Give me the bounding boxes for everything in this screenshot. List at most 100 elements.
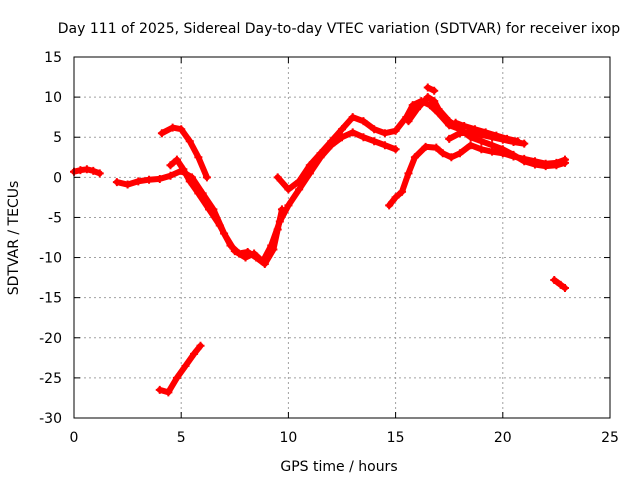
data-point [530, 157, 539, 166]
data-point [82, 165, 91, 174]
data-point [556, 280, 565, 289]
series-track-8 [385, 141, 569, 210]
data-point [316, 149, 325, 158]
data-point [541, 159, 550, 168]
plot-frame [73, 56, 611, 419]
data-point [269, 245, 278, 254]
series-track-4 [166, 155, 286, 268]
data-point [273, 225, 282, 234]
series-track-12 [550, 276, 569, 293]
series-track-6 [404, 93, 464, 134]
y-tick-label: -10 [39, 251, 62, 267]
data-point [194, 153, 203, 162]
data-point [172, 373, 181, 382]
data-point [380, 141, 389, 150]
data-point [460, 121, 469, 130]
series-track-11 [155, 341, 205, 397]
data-point [391, 193, 400, 202]
data-point [520, 139, 529, 148]
data-point [89, 166, 98, 175]
data-point [466, 141, 475, 150]
data-point [338, 125, 346, 134]
data-point [445, 117, 454, 126]
data-point [205, 205, 214, 214]
data-point [451, 118, 460, 127]
x-tick-label: 25 [601, 430, 619, 446]
data-point [157, 129, 166, 138]
data-point [226, 241, 235, 250]
data-point [560, 284, 569, 293]
data-point [194, 189, 203, 198]
data-point [123, 180, 132, 189]
data-point [438, 149, 447, 158]
data-point [385, 201, 394, 210]
x-tick-label: 5 [177, 430, 186, 446]
data-point [185, 177, 194, 186]
data-point [252, 253, 261, 262]
series-band [167, 156, 285, 267]
data-point [235, 249, 244, 258]
data-point [112, 178, 121, 187]
data-point [513, 137, 522, 146]
series-track-10 [451, 118, 522, 146]
data-point [196, 341, 205, 350]
data-point [421, 142, 430, 151]
data-point [470, 125, 479, 134]
data-point [430, 86, 439, 95]
data-point [455, 149, 464, 158]
x-tick-label: 20 [494, 430, 512, 446]
data-point [243, 247, 252, 256]
data-point [498, 149, 507, 158]
series-track-2 [112, 128, 400, 266]
data-point [155, 174, 164, 183]
series-band [113, 129, 399, 265]
data-point [430, 97, 439, 106]
data-point [455, 129, 464, 138]
x-axis-label: GPS time / hours [280, 459, 397, 475]
data-point [305, 161, 314, 170]
data-point [481, 128, 490, 137]
data-point [190, 349, 199, 358]
data-series [70, 83, 569, 397]
y-tick-label: -15 [39, 291, 62, 307]
data-point [410, 153, 419, 162]
data-point [432, 143, 441, 152]
data-point [423, 83, 432, 92]
data-point [284, 185, 293, 194]
data-point [95, 169, 104, 178]
data-point [215, 221, 224, 230]
data-point [370, 137, 379, 146]
data-point [413, 105, 422, 114]
data-point [391, 126, 400, 135]
data-point [327, 137, 336, 146]
x-tick-label: 10 [279, 430, 297, 446]
y-tick-label: -25 [39, 371, 62, 387]
data-point [284, 201, 293, 210]
data-point [503, 134, 512, 143]
y-tick-label: -5 [48, 210, 62, 226]
y-tick-label: 15 [44, 50, 62, 66]
data-point [164, 388, 173, 397]
data-point [423, 93, 432, 102]
data-point [273, 173, 282, 182]
data-point [404, 117, 413, 126]
data-point [404, 169, 413, 178]
data-point [166, 171, 175, 180]
data-point [477, 145, 486, 154]
data-point [398, 187, 407, 196]
data-point [168, 123, 177, 132]
y-tick-label: 5 [53, 130, 62, 146]
data-point [295, 185, 304, 194]
data-point [391, 145, 400, 154]
data-point [134, 177, 143, 186]
data-point [447, 153, 456, 162]
data-point [348, 113, 357, 122]
data-point [509, 152, 518, 161]
data-point [408, 101, 417, 110]
data-point [550, 276, 559, 285]
data-point [277, 205, 286, 214]
data-point [295, 177, 304, 186]
data-point [181, 361, 190, 370]
data-point [172, 155, 181, 164]
